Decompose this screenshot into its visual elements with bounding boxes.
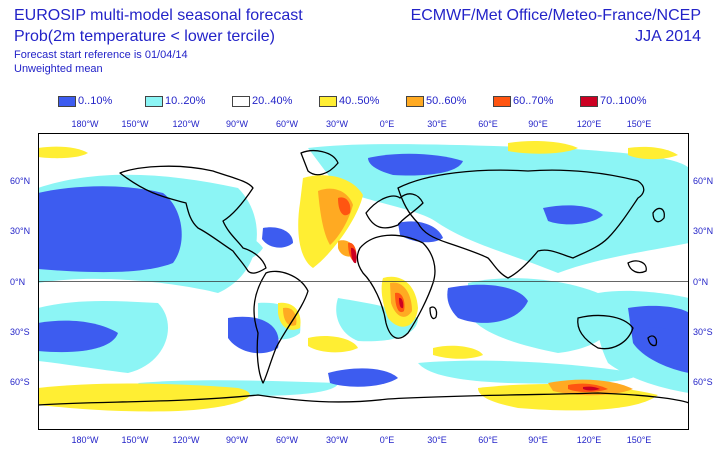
longitude-label: 30°E	[427, 119, 447, 129]
legend-label: 20..40%	[252, 95, 293, 107]
latitude-label: 60°S	[10, 377, 30, 387]
longitude-label: 120°E	[576, 119, 602, 129]
map-frame	[38, 133, 689, 430]
longitude-label: 120°W	[172, 435, 200, 445]
longitude-label: 150°W	[121, 119, 149, 129]
longitude-label: 90°W	[225, 435, 249, 445]
legend-swatch	[232, 96, 250, 107]
longitude-label: 150°W	[121, 435, 149, 445]
darkred-probability-areas	[351, 247, 600, 391]
legend-label: 10..20%	[165, 95, 206, 107]
latitude-label: 0°N	[693, 277, 709, 287]
longitude-label: 90°E	[528, 119, 548, 129]
coastlines	[38, 150, 689, 406]
latitude-label: 30°N	[10, 226, 31, 236]
legend-swatch	[145, 96, 163, 107]
legend-swatch	[580, 96, 598, 107]
legend-swatch	[493, 96, 511, 107]
weighting-note: Unweighted mean	[14, 63, 103, 75]
longitude-label: 180°W	[71, 435, 99, 445]
legend-label: 70..100%	[600, 95, 647, 107]
legend-label: 0..10%	[78, 95, 113, 107]
longitude-label: 120°W	[172, 119, 200, 129]
longitude-label: 60°E	[478, 119, 498, 129]
longitude-label: 60°E	[478, 435, 498, 445]
longitude-label: 60°W	[275, 119, 299, 129]
longitude-label: 150°E	[626, 435, 652, 445]
forecast-start-note: Forecast start reference is 01/04/14	[14, 49, 188, 61]
latitude-label: 0°N	[10, 277, 26, 287]
longitude-label: 30°E	[427, 435, 447, 445]
latitude-label: 30°N	[693, 226, 714, 236]
longitude-label: 0°E	[379, 435, 395, 445]
probability-map	[38, 133, 689, 430]
legend-swatch	[319, 96, 337, 107]
longitude-label: 30°W	[325, 119, 349, 129]
longitude-label: 90°W	[225, 119, 249, 129]
map-subtitle: Prob(2m temperature < lower tercile)	[14, 28, 275, 45]
longitude-label: 60°W	[275, 435, 299, 445]
map-title: EUROSIP multi-model seasonal forecast	[14, 7, 303, 24]
latitude-label: 60°S	[693, 377, 713, 387]
latitude-label: 60°N	[10, 176, 31, 186]
longitude-label: 90°E	[528, 435, 548, 445]
longitude-label: 150°E	[626, 119, 652, 129]
legend-label: 60..70%	[513, 95, 554, 107]
legend-label: 40..50%	[339, 95, 380, 107]
legend-swatch	[58, 96, 76, 107]
blue-probability-areas	[38, 153, 689, 387]
longitude-label: 0°E	[379, 119, 395, 129]
longitude-label: 30°W	[325, 435, 349, 445]
latitude-label: 30°S	[693, 327, 713, 337]
longitude-label: 120°E	[576, 435, 602, 445]
latitude-label: 60°N	[693, 176, 714, 186]
longitude-label: 180°W	[71, 119, 99, 129]
centres-label: ECMWF/Met Office/Meteo-France/NCEP	[410, 7, 701, 24]
season-label: JJA 2014	[635, 28, 701, 45]
legend-swatch	[406, 96, 424, 107]
latitude-label: 30°S	[10, 327, 30, 337]
legend-label: 50..60%	[426, 95, 467, 107]
